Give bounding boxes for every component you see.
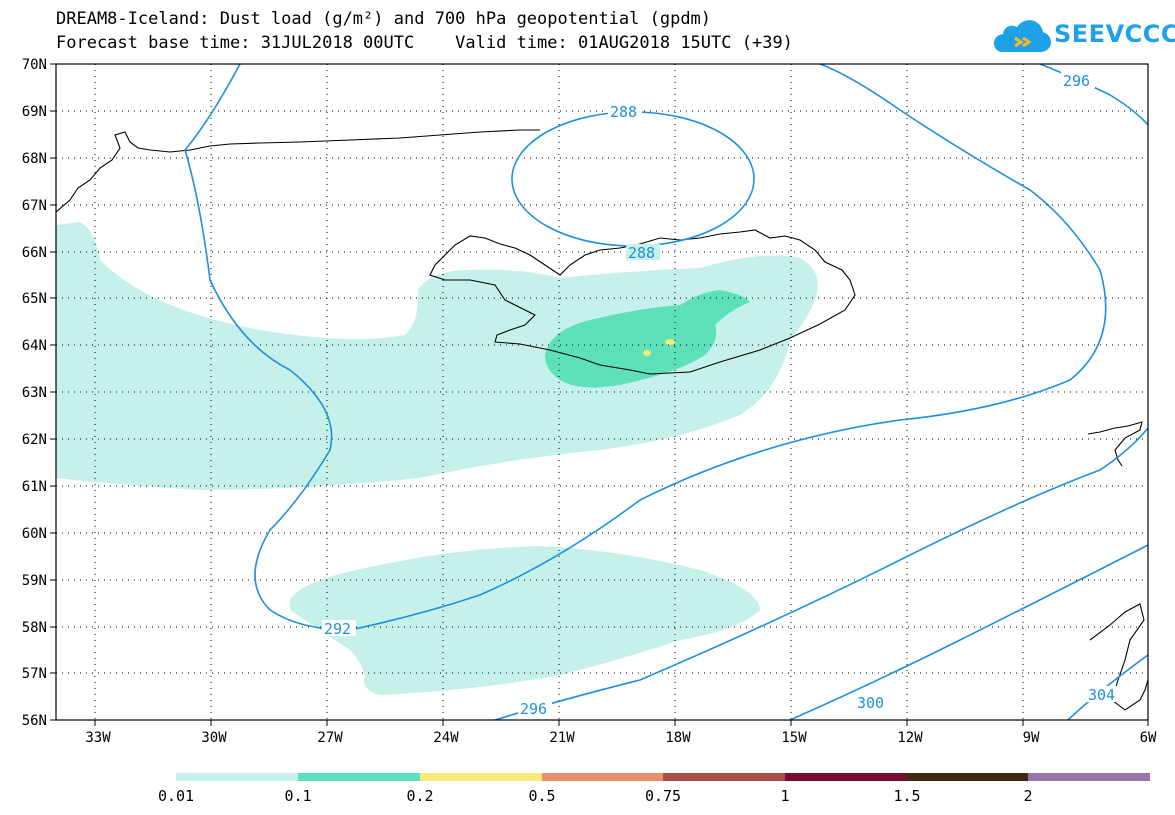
lat-label: 58N bbox=[22, 620, 47, 636]
lat-label: 68N bbox=[22, 151, 47, 167]
contour-292 bbox=[184, 64, 1107, 631]
map-title: DREAM8-Iceland: Dust load (g/m²) and 700… bbox=[56, 9, 712, 29]
contour-label: 304 bbox=[1088, 686, 1115, 704]
lon-label: 15W bbox=[781, 730, 807, 746]
iceland-coast bbox=[429, 229, 856, 375]
colorbar-label: 0.75 bbox=[645, 787, 681, 805]
lat-label: 61N bbox=[22, 479, 47, 495]
colorbar-swatch bbox=[542, 773, 663, 781]
colorbar-swatch bbox=[176, 773, 298, 781]
latitude-labels: 70N 69N 68N 67N 66N 65N 64N 63N 62N 61N … bbox=[22, 57, 47, 729]
lon-label: 30W bbox=[201, 730, 227, 746]
colorbar-swatch bbox=[663, 773, 785, 781]
grid-lines bbox=[56, 64, 1148, 720]
contour-288 bbox=[511, 111, 755, 247]
lat-label: 63N bbox=[22, 385, 47, 401]
lon-label: 33W bbox=[85, 730, 111, 746]
colorbar-label: 1 bbox=[780, 787, 789, 805]
colorbar-labels: 0.01 0.1 0.2 0.5 0.75 1 1.5 2 bbox=[158, 787, 1033, 805]
lat-label: 66N bbox=[22, 245, 47, 261]
contour-labels: 288 288 292 296 296 300 304 bbox=[322, 72, 1120, 718]
contour-label: 300 bbox=[857, 694, 884, 712]
coastlines bbox=[56, 129, 1148, 711]
colorbar bbox=[176, 773, 1150, 781]
greenland-coast bbox=[56, 129, 540, 213]
lon-label: 18W bbox=[665, 730, 691, 746]
longitude-labels: 33W 30W 27W 24W 21W 18W 15W 12W 9W 6W bbox=[85, 730, 1157, 746]
colorbar-label: 2 bbox=[1023, 787, 1032, 805]
lon-label: 9W bbox=[1023, 730, 1040, 746]
lon-label: 27W bbox=[317, 730, 343, 746]
lon-label: 12W bbox=[897, 730, 923, 746]
contour-label: 296 bbox=[1063, 72, 1090, 90]
map-subtitle: Forecast base time: 31JUL2018 00UTC Vali… bbox=[56, 33, 793, 53]
faroe-coast bbox=[1087, 421, 1143, 467]
colorbar-swatch bbox=[298, 773, 420, 781]
dust-high-spot bbox=[643, 350, 651, 356]
dust-high-spot bbox=[665, 339, 675, 345]
contour-label: 288 bbox=[628, 244, 655, 262]
lat-label: 65N bbox=[22, 291, 47, 307]
lat-label: 60N bbox=[22, 526, 47, 542]
lat-label: 64N bbox=[22, 338, 47, 354]
contour-label: 288 bbox=[610, 103, 637, 121]
lat-label: 69N bbox=[22, 104, 47, 120]
lon-label: 21W bbox=[549, 730, 575, 746]
cloud-logo-icon bbox=[993, 20, 1051, 52]
colorbar-label: 1.5 bbox=[893, 787, 920, 805]
dust-plume-west bbox=[56, 222, 818, 490]
lat-label: 62N bbox=[22, 432, 47, 448]
scotland-coast bbox=[1089, 603, 1148, 711]
contour-300 bbox=[789, 544, 1148, 720]
lon-label: 24W bbox=[433, 730, 459, 746]
dust-plume-south bbox=[290, 546, 760, 695]
lat-label: 57N bbox=[22, 666, 47, 682]
colorbar-label: 0.1 bbox=[284, 787, 311, 805]
lat-label: 70N bbox=[22, 57, 47, 73]
geopotential-contours bbox=[184, 64, 1148, 720]
colorbar-swatch bbox=[785, 773, 907, 781]
contour-label: 296 bbox=[520, 700, 547, 718]
lat-label: 59N bbox=[22, 573, 47, 589]
contour-label: 292 bbox=[324, 620, 351, 638]
colorbar-label: 0.01 bbox=[158, 787, 194, 805]
contour-296 bbox=[494, 427, 1148, 720]
ticks bbox=[50, 63, 1149, 726]
colorbar-swatch bbox=[1028, 773, 1150, 781]
lon-label: 6W bbox=[1140, 730, 1157, 746]
colorbar-swatch bbox=[420, 773, 542, 781]
lat-label: 56N bbox=[22, 713, 47, 729]
colorbar-swatch bbox=[907, 773, 1028, 781]
lat-label: 67N bbox=[22, 198, 47, 214]
colorbar-label: 0.5 bbox=[528, 787, 555, 805]
logo-text: SEEVCCC bbox=[1054, 20, 1175, 48]
colorbar-label: 0.2 bbox=[406, 787, 433, 805]
